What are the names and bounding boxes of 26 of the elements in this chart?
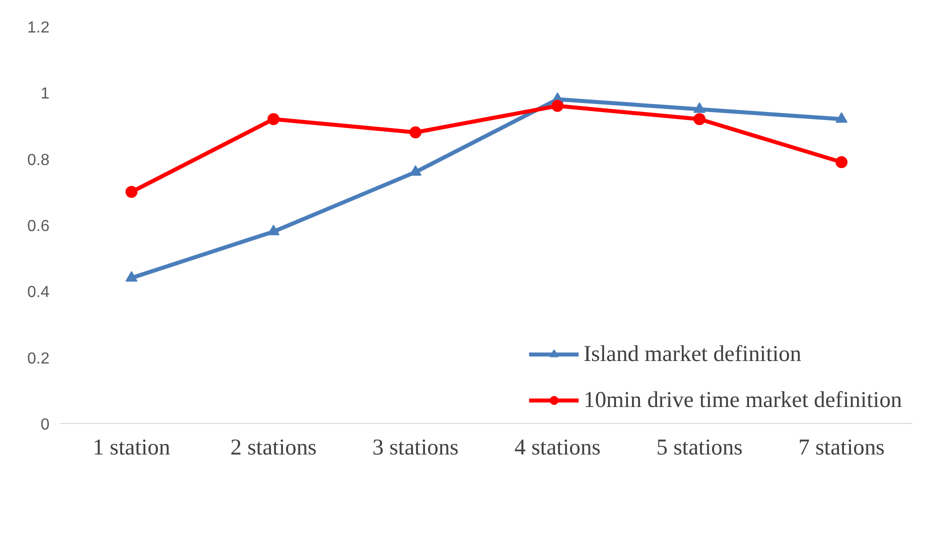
x-tick-label: 2 stations	[230, 434, 317, 460]
y-tick-label: 0	[40, 416, 50, 434]
point	[268, 113, 280, 126]
point	[410, 126, 422, 138]
y-tick-label: 0.8	[27, 152, 50, 169]
y-tick-label: 0.4	[27, 284, 50, 302]
point	[694, 113, 706, 126]
y-tick-label: 1.2	[27, 20, 50, 36]
point	[268, 224, 280, 236]
legend-label: 10min drive time market definition	[584, 387, 902, 413]
x-tick-label: 7 stations	[798, 434, 885, 460]
x-tick-label: 1 station	[92, 434, 170, 460]
y-tick-label: 0.2	[27, 350, 50, 368]
x-tick-label: 5 stations	[656, 434, 743, 460]
point	[126, 186, 138, 198]
point	[126, 271, 138, 282]
y-tick-label: 0.6	[27, 218, 50, 235]
legend-label: Island market definition	[584, 341, 802, 367]
x-tick-label: 3 stations	[372, 434, 459, 460]
y-tick-label: 1	[40, 86, 50, 103]
point	[836, 156, 848, 168]
point	[836, 112, 848, 123]
point	[552, 100, 564, 112]
point	[410, 165, 422, 176]
point	[694, 102, 706, 113]
x-tick-label: 4 stations	[514, 434, 601, 460]
